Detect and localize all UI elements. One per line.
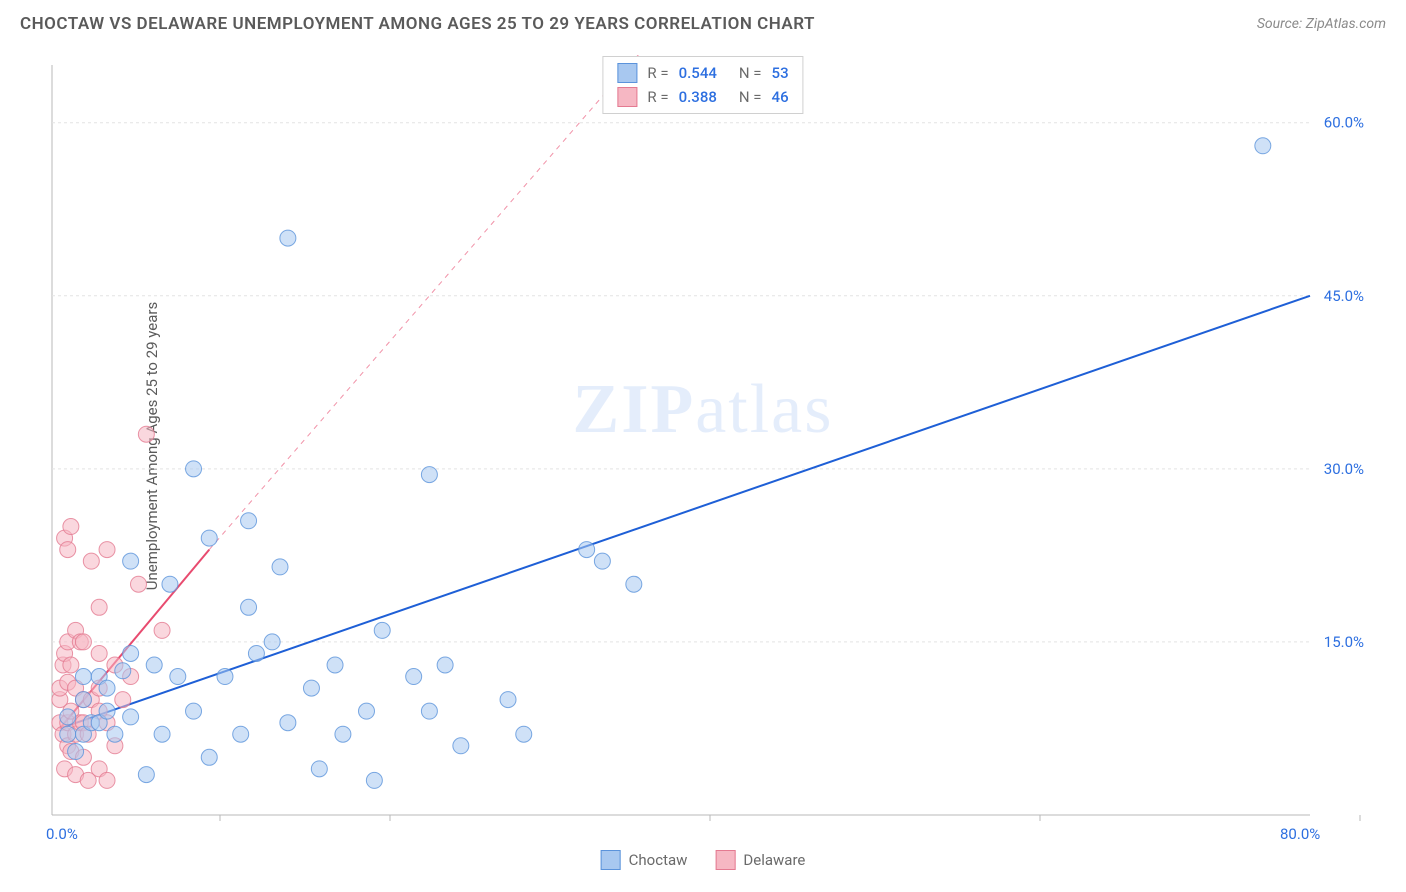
- legend-label-choctaw: Choctaw: [629, 851, 688, 869]
- stats-row-delaware: R = 0.388 N = 46: [617, 85, 788, 109]
- bottom-legend: Choctaw Delaware: [601, 850, 806, 870]
- n-label: N =: [739, 88, 762, 106]
- svg-text:15.0%: 15.0%: [1324, 633, 1364, 651]
- x-axis-max-label: 80.0%: [1280, 825, 1320, 843]
- r-label: R =: [647, 64, 668, 82]
- n-label: N =: [739, 64, 762, 82]
- choctaw-swatch-icon: [601, 850, 621, 870]
- chart-title: CHOCTAW VS DELAWARE UNEMPLOYMENT AMONG A…: [20, 14, 815, 34]
- legend-item-choctaw: Choctaw: [601, 850, 688, 870]
- svg-text:45.0%: 45.0%: [1324, 287, 1364, 305]
- svg-text:30.0%: 30.0%: [1324, 460, 1364, 478]
- r-label: R =: [647, 88, 668, 106]
- svg-text:60.0%: 60.0%: [1324, 114, 1364, 132]
- legend-item-delaware: Delaware: [715, 850, 805, 870]
- stats-legend-box: R = 0.544 N = 53 R = 0.388 N = 46: [602, 56, 803, 114]
- choctaw-n-value: 53: [772, 64, 789, 82]
- choctaw-r-value: 0.544: [679, 64, 717, 82]
- scatter-chart: 15.0% 30.0% 45.0% 60.0%: [50, 55, 1370, 845]
- legend-label-delaware: Delaware: [743, 851, 805, 869]
- delaware-n-value: 46: [772, 88, 789, 106]
- delaware-swatch-icon: [715, 850, 735, 870]
- source-attribution: Source: ZipAtlas.com: [1257, 16, 1386, 32]
- choctaw-swatch-icon: [617, 63, 637, 83]
- delaware-r-value: 0.388: [679, 88, 717, 106]
- stats-row-choctaw: R = 0.544 N = 53: [617, 61, 788, 85]
- delaware-swatch-icon: [617, 87, 637, 107]
- x-axis-origin-label: 0.0%: [46, 825, 78, 843]
